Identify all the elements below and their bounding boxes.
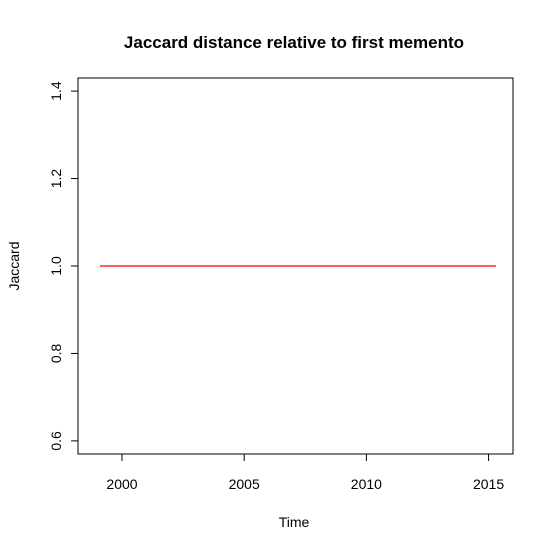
y-tick-label: 1.4 <box>48 81 64 101</box>
y-axis-label: Jaccard <box>6 241 22 290</box>
y-tick-label: 1.0 <box>48 256 64 276</box>
x-axis-label: Time <box>279 514 310 530</box>
x-axis: 2000 2005 2010 2015 <box>106 454 504 492</box>
x-tick-label: 2000 <box>106 476 137 492</box>
x-tick-label: 2010 <box>351 476 382 492</box>
y-tick-label: 0.6 <box>48 431 64 451</box>
y-tick-label: 1.2 <box>48 169 64 189</box>
chart-title: Jaccard distance relative to first memen… <box>124 33 464 52</box>
x-tick-label: 2005 <box>229 476 260 492</box>
y-axis: 0.6 0.8 1.0 1.2 1.4 <box>48 81 78 451</box>
y-tick-label: 0.8 <box>48 344 64 364</box>
x-tick-label: 2015 <box>473 476 504 492</box>
